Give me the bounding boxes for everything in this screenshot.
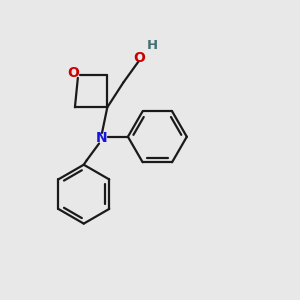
Text: O: O bbox=[68, 66, 80, 80]
Text: H: H bbox=[146, 39, 158, 52]
Text: O: O bbox=[134, 50, 145, 64]
Text: N: N bbox=[96, 131, 108, 145]
